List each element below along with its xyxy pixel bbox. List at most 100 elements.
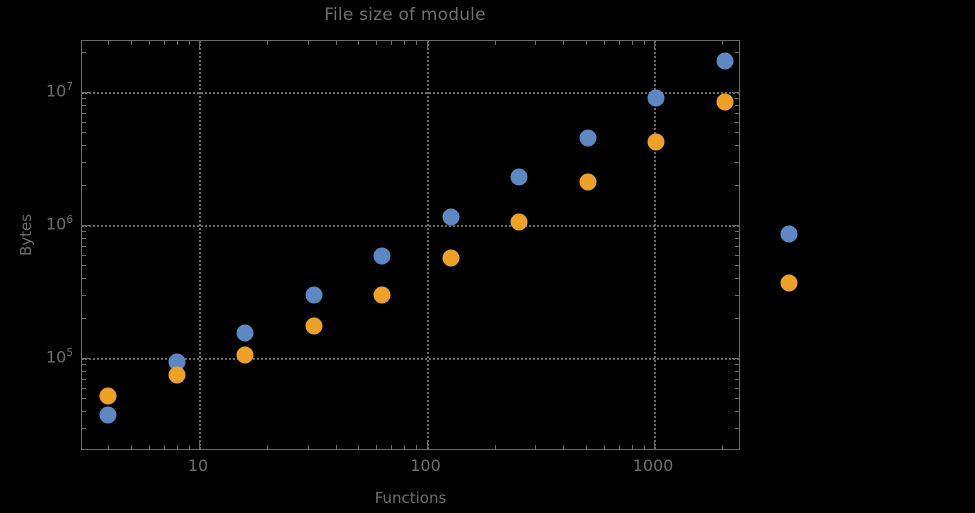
- x-tick-minor: [391, 445, 393, 449]
- y-tick-minor: [82, 410, 86, 412]
- x-tick-minor: [643, 41, 645, 45]
- x-tick-major: [199, 41, 200, 48]
- y-tick-minor: [82, 387, 86, 389]
- x-gridline: [199, 41, 201, 449]
- y-tick-label: 107: [45, 81, 73, 101]
- y-axis-title: Bytes: [17, 213, 35, 257]
- data-point: [716, 52, 734, 70]
- y-tick-major: [732, 225, 739, 226]
- y-tick-minor: [735, 237, 739, 239]
- x-tick-minor: [267, 41, 269, 45]
- y-tick-minor: [735, 294, 739, 296]
- x-tick-label: 10: [187, 456, 209, 475]
- x-tick-minor: [643, 445, 645, 449]
- legend-swatch-blue[interactable]: [780, 225, 798, 243]
- x-tick-minor: [307, 445, 309, 449]
- y-tick-minor: [82, 245, 86, 247]
- y-tick-minor: [735, 378, 739, 380]
- data-point: [442, 208, 460, 226]
- y-tick-minor: [735, 98, 739, 100]
- y-tick-minor: [735, 161, 739, 163]
- y-tick-minor: [82, 254, 86, 256]
- x-tick-minor: [108, 41, 110, 45]
- data-point: [373, 247, 391, 265]
- x-tick-minor: [618, 445, 620, 449]
- x-tick-major: [654, 442, 655, 449]
- x-tick-minor: [603, 41, 605, 45]
- data-point: [647, 89, 665, 107]
- x-tick-minor: [176, 445, 178, 449]
- y-tick-minor: [82, 427, 86, 429]
- x-tick-minor: [376, 445, 378, 449]
- legend-swatch-orange[interactable]: [780, 274, 798, 292]
- x-tick-minor: [358, 41, 360, 45]
- y-tick-label: 105: [45, 347, 73, 367]
- data-point: [647, 133, 665, 151]
- x-tick-minor: [535, 445, 537, 449]
- x-tick-minor: [148, 445, 150, 449]
- y-tick-minor: [735, 427, 739, 429]
- y-tick-major: [82, 358, 89, 359]
- y-tick-label: 106: [45, 214, 73, 234]
- y-tick-minor: [735, 364, 739, 366]
- x-tick-minor: [416, 445, 418, 449]
- data-point: [236, 324, 254, 342]
- y-tick-minor: [735, 265, 739, 267]
- y-tick-minor: [82, 398, 86, 400]
- y-tick-minor: [735, 132, 739, 134]
- y-tick-minor: [735, 245, 739, 247]
- data-point: [99, 406, 117, 424]
- x-tick-minor: [618, 41, 620, 45]
- y-gridline: [82, 92, 739, 94]
- x-tick-minor: [722, 41, 724, 45]
- x-tick-minor: [603, 445, 605, 449]
- y-tick-minor: [82, 112, 86, 114]
- y-tick-minor: [735, 410, 739, 412]
- x-tick-minor: [376, 41, 378, 45]
- y-tick-minor: [82, 277, 86, 279]
- y-tick-minor: [82, 294, 86, 296]
- y-tick-minor: [82, 121, 86, 123]
- y-tick-minor: [82, 184, 86, 186]
- data-point: [579, 173, 597, 191]
- y-tick-minor: [735, 112, 739, 114]
- y-tick-minor: [82, 317, 86, 319]
- y-gridline: [82, 225, 739, 227]
- x-tick-minor: [130, 445, 132, 449]
- x-tick-label: 1000: [632, 456, 674, 475]
- y-tick-minor: [735, 231, 739, 233]
- x-tick-minor: [563, 445, 565, 449]
- x-tick-minor: [267, 445, 269, 449]
- data-point: [236, 346, 254, 364]
- x-tick-minor: [563, 41, 565, 45]
- data-point: [510, 213, 528, 231]
- y-tick-minor: [82, 378, 86, 380]
- y-tick-minor: [82, 144, 86, 146]
- x-gridline: [426, 41, 429, 449]
- y-tick-minor: [82, 237, 86, 239]
- x-tick-major: [199, 442, 200, 449]
- x-tick-minor: [163, 445, 165, 449]
- x-tick-minor: [416, 41, 418, 45]
- x-tick-minor: [188, 445, 190, 449]
- data-point: [579, 129, 597, 147]
- y-tick-major: [732, 358, 739, 359]
- y-tick-minor: [82, 132, 86, 134]
- x-tick-minor: [535, 41, 537, 45]
- x-tick-minor: [494, 445, 496, 449]
- y-tick-minor: [735, 121, 739, 123]
- y-tick-minor: [735, 51, 739, 53]
- y-tick-minor: [82, 231, 86, 233]
- x-tick-major: [426, 442, 428, 449]
- x-tick-minor: [404, 41, 406, 45]
- y-tick-minor: [82, 364, 86, 366]
- x-tick-minor: [358, 445, 360, 449]
- data-point: [305, 317, 323, 335]
- x-tick-minor: [130, 41, 132, 45]
- data-point: [305, 286, 323, 304]
- x-tick-minor: [722, 445, 724, 449]
- x-tick-minor: [148, 41, 150, 45]
- y-tick-minor: [735, 104, 739, 106]
- y-tick-minor: [82, 161, 86, 163]
